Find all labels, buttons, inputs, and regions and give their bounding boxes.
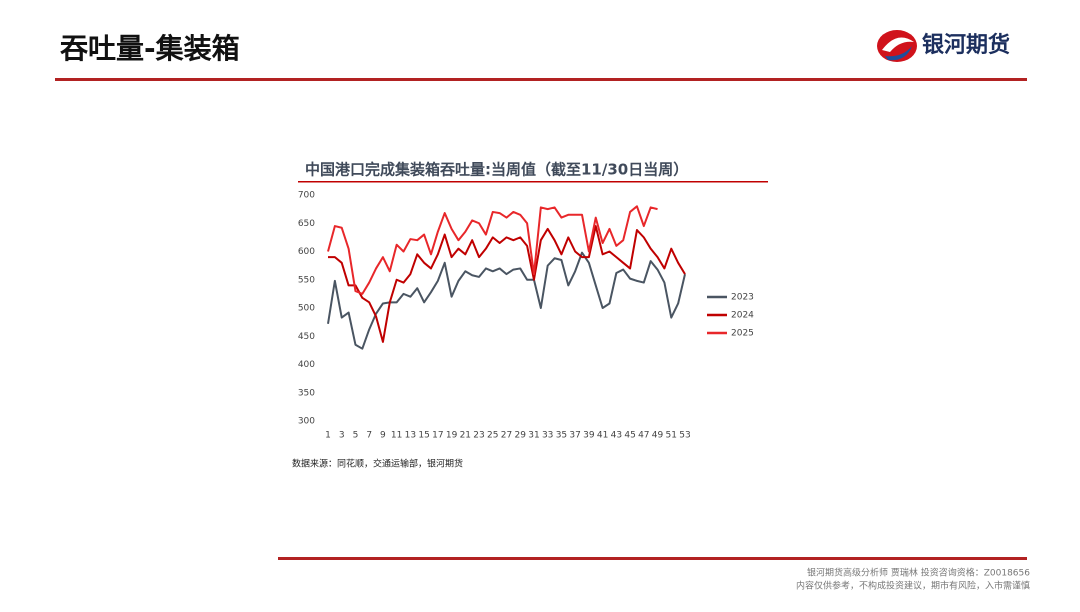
legend-label: 2024: [731, 311, 754, 321]
x-tick-label: 13: [405, 431, 416, 441]
x-tick-label: 1: [325, 431, 331, 441]
x-tick-label: 27: [501, 431, 512, 441]
y-tick-label: 400: [298, 360, 315, 370]
x-tick-label: 25: [487, 431, 498, 441]
x-tick-label: 51: [666, 431, 677, 441]
footer-rule: [278, 557, 1027, 560]
x-tick-label: 33: [542, 431, 553, 441]
x-tick-label: 19: [446, 431, 458, 441]
x-tick-label: 7: [366, 431, 372, 441]
x-tick-label: 5: [353, 431, 359, 441]
x-tick-label: 15: [418, 431, 429, 441]
footer-line: 银河期货高级分析师 贾瑞林 投资咨询资格：Z0018656: [807, 567, 1030, 579]
x-tick-label: 29: [515, 431, 527, 441]
series-line: [327, 251, 686, 350]
page-title: 吞吐量-集装箱: [60, 32, 240, 65]
x-tick-label: 3: [339, 431, 345, 441]
legend-label: 2025: [731, 329, 754, 339]
x-tick-label: 53: [679, 431, 690, 441]
y-tick-label: 700: [298, 191, 315, 201]
header-rule: [55, 78, 1027, 81]
x-tick-label: 47: [638, 431, 649, 441]
x-tick-label: 41: [597, 431, 608, 441]
x-tick-label: 21: [460, 431, 471, 441]
y-tick-label: 650: [298, 219, 315, 229]
x-tick-label: 43: [611, 431, 622, 441]
logo-text: 银河期货: [922, 32, 1010, 58]
x-tick-label: 23: [473, 431, 484, 441]
y-tick-label: 300: [298, 417, 315, 427]
legend-label: 2023: [731, 293, 754, 303]
series-line: [327, 205, 658, 295]
series-line: [328, 225, 686, 343]
y-tick-label: 350: [298, 388, 315, 398]
x-tick-label: 17: [432, 431, 443, 441]
title-rule: [298, 181, 768, 183]
x-tick-label: 37: [569, 431, 580, 441]
x-tick-label: 45: [624, 431, 635, 441]
y-tick-label: 450: [298, 332, 315, 342]
y-tick-label: 600: [298, 247, 315, 257]
x-tick-label: 9: [380, 431, 386, 441]
x-tick-label: 39: [583, 431, 595, 441]
chart-title: 中国港口完成集装箱吞吐量:当周值（截至11/30日当周）: [305, 161, 688, 179]
logo-icon: [877, 30, 917, 62]
x-tick-label: 49: [652, 431, 664, 441]
source: 数据来源：同花顺，交通运输部，银河期货: [292, 458, 463, 470]
y-tick-label: 550: [298, 275, 315, 285]
x-tick-label: 35: [556, 431, 567, 441]
footer-line: 内容仅供参考，不构成投资建议，期市有风险，入市需谨慎: [796, 580, 1030, 592]
x-tick-label: 31: [528, 431, 539, 441]
y-tick-label: 500: [298, 304, 315, 314]
x-tick-label: 11: [391, 431, 402, 441]
